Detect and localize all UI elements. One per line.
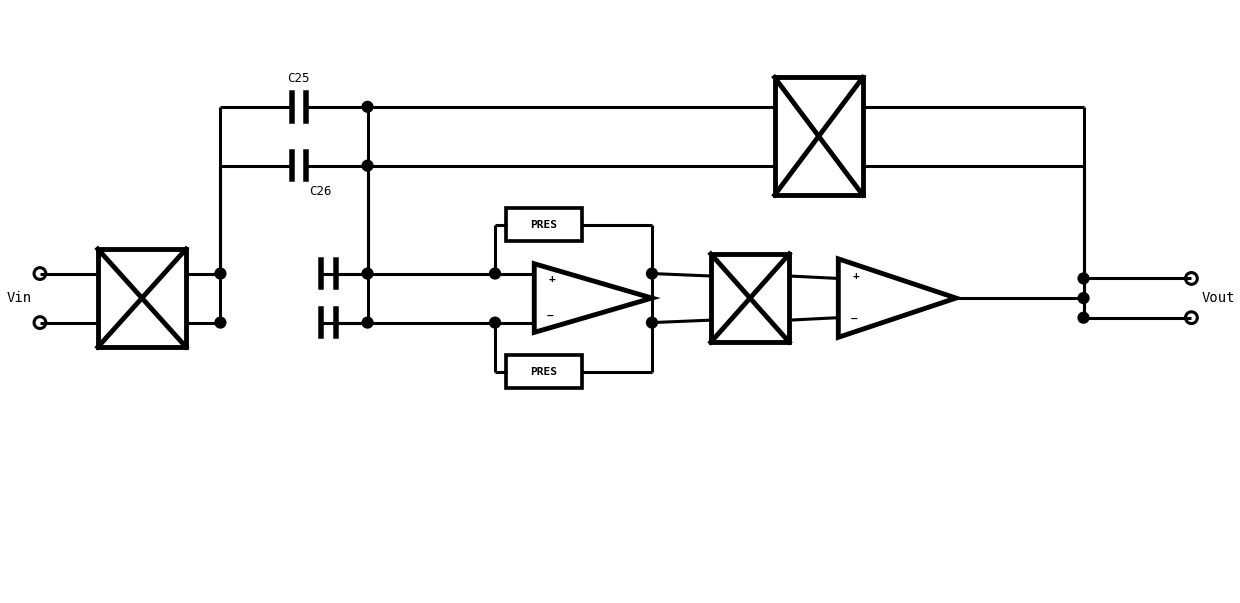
Text: +: +: [549, 274, 556, 284]
Circle shape: [362, 317, 373, 328]
Circle shape: [646, 317, 657, 328]
Circle shape: [1078, 273, 1089, 284]
Bar: [775, 77, 863, 195]
Circle shape: [362, 101, 373, 112]
Bar: [98, 249, 186, 347]
Text: PRES: PRES: [531, 219, 558, 230]
Circle shape: [215, 268, 226, 279]
Circle shape: [646, 268, 657, 279]
Circle shape: [1078, 312, 1089, 323]
Text: −: −: [547, 311, 554, 321]
Text: Vout: Vout: [1202, 291, 1235, 305]
Circle shape: [490, 317, 501, 328]
Text: −: −: [851, 314, 858, 324]
Circle shape: [362, 268, 373, 279]
Text: +: +: [853, 271, 859, 282]
Circle shape: [1078, 292, 1089, 303]
Bar: [711, 254, 790, 343]
Text: PRES: PRES: [531, 367, 558, 377]
Text: C26: C26: [309, 185, 331, 198]
Circle shape: [362, 160, 373, 171]
Circle shape: [215, 317, 226, 328]
Text: Vin: Vin: [7, 291, 32, 305]
Circle shape: [490, 268, 501, 279]
Text: C25: C25: [288, 72, 310, 85]
